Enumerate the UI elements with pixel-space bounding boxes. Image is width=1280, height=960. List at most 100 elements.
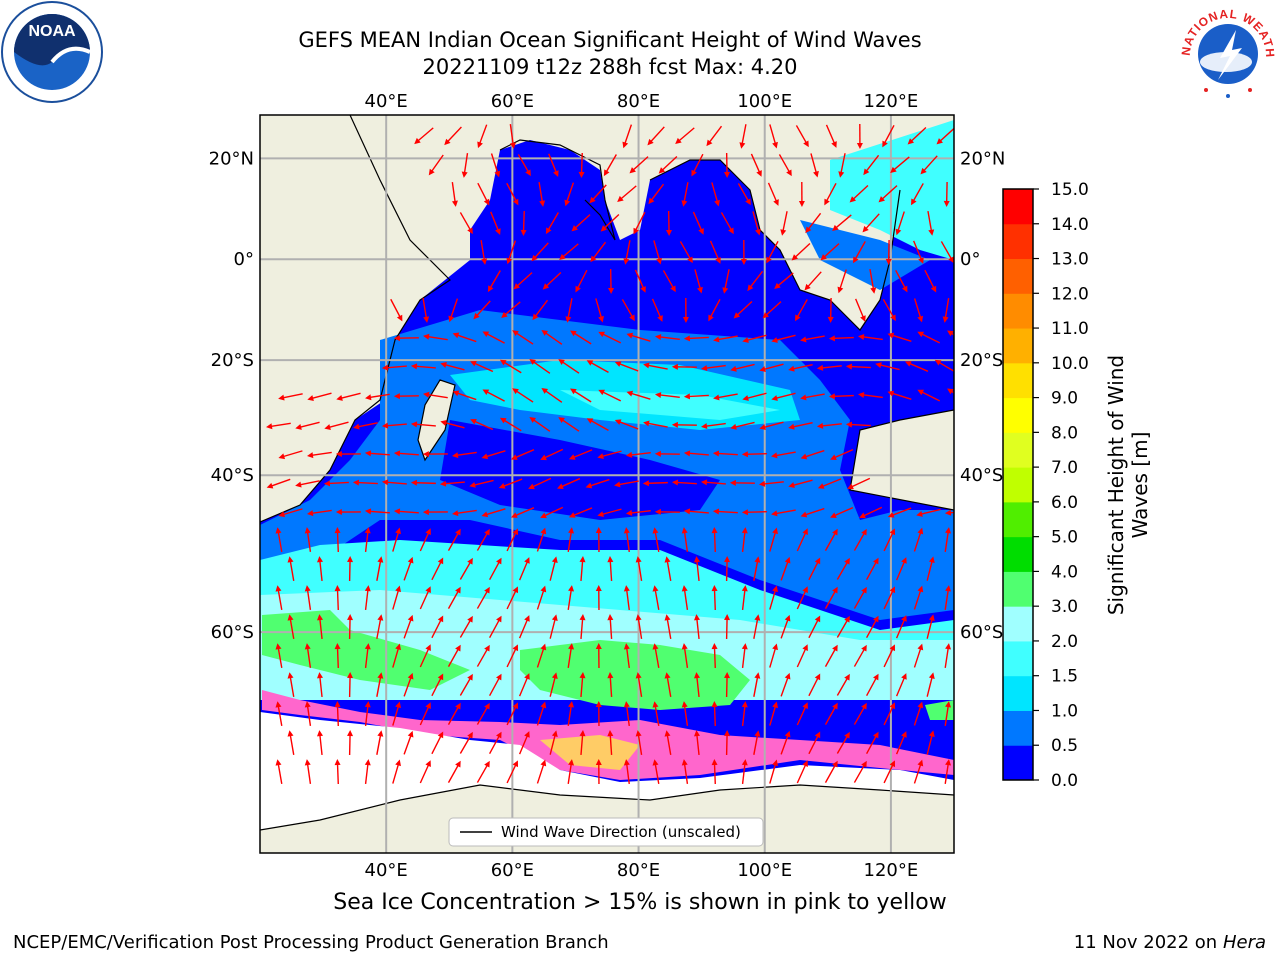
wave-arrow [657,336,680,340]
wave-arrow [477,182,489,204]
wave-arrow-head [873,731,879,739]
wave-arrow-head [759,366,766,372]
wave-arrow [413,423,436,427]
wave-arrow [451,182,457,204]
wave-arrow-head [824,198,830,206]
wave-arrow-head [275,701,282,708]
wave-arrow [686,452,709,456]
wave-arrow [802,335,825,341]
wave-arrow-head [772,585,778,593]
wave-arrow [531,360,551,374]
wave-arrow-head [724,672,731,679]
colorbar-tick-label: 13.0 [1051,250,1089,270]
wave-arrow-head [740,258,747,265]
wave-arrow-head [741,759,748,766]
colorbar-tick-label: 14.0 [1051,215,1089,235]
wave-arrow [281,508,303,516]
wave-arrow-head [410,479,417,486]
wave-arrow [822,243,840,259]
wave-arrow-head [654,508,661,515]
wave-arrow-head [635,556,642,563]
wave-arrow [542,448,564,460]
wave-arrow-head [917,527,924,535]
lat-label-right: 20°S [960,350,1003,371]
wave-arrow [637,733,643,755]
wave-arrow [703,481,726,485]
wave-arrow [944,762,950,784]
wave-arrow [403,559,413,581]
wave-arrow-head [957,288,963,294]
wave-arrow-head [520,229,527,236]
wave-arrow-head [889,528,896,536]
wave-arrow [454,451,477,457]
wave-arrow-head [652,759,659,766]
wave-arrow-head [917,701,924,709]
wave-arrow-head [700,423,708,430]
wave-arrow-head [407,614,414,622]
wave-arrow-head [711,585,718,592]
wave-arrow-head [911,198,917,206]
wave-arrow-head [469,481,476,488]
wave-arrow-head [741,509,748,516]
wave-arrow-head [275,527,282,534]
wave-arrow [536,704,545,726]
wave-arrow-head [598,315,604,323]
wave-arrow [648,126,665,144]
wave-arrow [560,418,580,432]
wave-arrow-head [496,615,502,623]
wave-arrow-head [512,644,519,652]
wave-arrow [447,531,460,551]
wave-arrow [310,392,332,400]
wave-arrow-head [353,423,360,430]
wave-arrow-head [551,672,558,679]
wave-arrow [686,394,709,398]
wave-arrow [657,394,680,398]
wave-arrow [958,559,960,581]
wave-arrow [422,298,428,320]
wave-arrow [839,153,846,175]
wave-arrow [355,481,378,485]
wave-arrow [863,213,880,231]
wave-arrow [336,761,339,785]
wave-arrow [653,240,661,262]
wave-arrow [709,298,721,320]
wave-arrow [836,676,849,696]
wave-arrow [392,588,400,610]
wave-arrow [403,617,413,639]
wave-arrow [824,589,837,609]
wave-arrow-head [861,528,867,536]
wave-arrow-head [814,557,821,565]
wave-arrow-head [295,481,302,488]
wave-arrow [478,124,488,146]
wave-arrow-head [568,512,576,518]
wave-arrow-head [741,643,748,650]
wave-arrow-head [512,198,519,206]
wave-arrow-head [541,387,549,394]
wave-arrow [741,587,746,611]
wave-arrow-head [816,422,824,429]
wave-arrow-head [945,643,952,650]
wave-arrow-head [595,759,602,766]
wave-arrow [413,365,436,369]
wave-arrow [773,509,796,515]
wave-arrow-head [595,527,602,534]
wave-arrow-head [694,730,700,737]
lat-label-right: 20°N [960,148,1005,169]
wave-arrow [536,530,545,552]
wave-arrow [580,732,584,756]
wave-arrow-head [780,229,787,236]
wave-arrow [780,675,790,697]
wave-arrow [944,646,950,668]
wave-arrow [506,530,518,552]
wave-arrow [269,478,291,488]
wave-arrow-head [700,479,708,486]
wave-arrow [447,763,460,783]
wave-arrow-head [377,672,384,679]
wave-arrow [364,645,369,669]
wave-arrow [327,421,349,429]
wave-arrow-head [945,759,952,766]
wave-arrow [502,418,522,432]
wave-arrow-head [393,393,400,400]
wave-arrow-head [570,330,577,337]
wave-arrow [767,182,778,204]
